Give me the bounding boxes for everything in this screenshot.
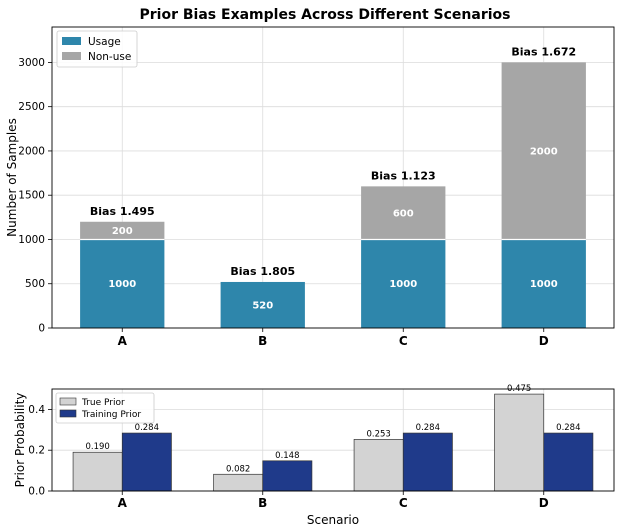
bar-value-label: 0.284 — [416, 423, 440, 433]
y-tick-label: 0.0 — [28, 486, 45, 498]
y-tick-label: 0.2 — [28, 445, 45, 457]
x-tick-label: C — [399, 334, 408, 348]
bar-value-label: 1000 — [108, 279, 136, 290]
bar-value-label: 0.190 — [85, 442, 109, 452]
chart-title: Prior Bias Examples Across Different Sce… — [140, 7, 511, 23]
y-tick-label: 0.4 — [28, 404, 45, 416]
bar-value-label: 600 — [393, 208, 414, 219]
legend: True Prior Training Prior — [55, 392, 155, 424]
bar-value-label: 520 — [252, 300, 273, 311]
x-tick-label: B — [258, 334, 267, 348]
y-tick-label: 500 — [25, 278, 45, 290]
y-tick-label: 2500 — [18, 101, 45, 113]
bias-label: Bias 1.672 — [511, 45, 576, 58]
y-tick-label: 1500 — [18, 190, 45, 202]
x-tick-label: C — [399, 496, 408, 510]
x-tick-label: B — [258, 496, 267, 510]
bar-true-prior — [213, 473, 264, 492]
y-tick-label: 0 — [38, 323, 45, 335]
x-tick-label: A — [118, 334, 128, 348]
bar-value-label: 0.082 — [226, 464, 250, 474]
legend-swatch — [62, 37, 81, 45]
bar-training-prior — [121, 432, 172, 492]
bar-training-prior — [402, 432, 453, 492]
y-axis-title: Prior Probability — [13, 393, 27, 488]
stacked-bar-chart: 0 500 1000 1500 2000 2500 3000 1000 200 Bias 1.49… — [5, 26, 615, 348]
bar-value-label: 0.253 — [366, 429, 390, 439]
bias-label: Bias 1.123 — [371, 169, 436, 182]
x-axis-title: Scenario — [307, 513, 359, 527]
bar-value-label: 2000 — [530, 146, 558, 157]
y-axis-title: Number of Samples — [5, 118, 19, 237]
y-tick-label: 2000 — [18, 145, 45, 157]
x-tick-label: A — [118, 496, 128, 510]
bar-segment-usage — [80, 239, 165, 328]
bar-segment-non-use — [361, 186, 446, 240]
bar-true-prior — [494, 393, 545, 492]
bar-segment-usage — [501, 239, 586, 328]
legend-swatch — [59, 397, 77, 406]
bar-value-label: 200 — [112, 226, 133, 237]
bar-value-label: 0.148 — [275, 451, 299, 461]
legend-label: Usage — [88, 36, 121, 48]
bar-value-label: 1000 — [389, 279, 417, 290]
grouped-bar-chart: 0.0 0.2 0.4 0.190 0.284 A 0.082 0.148 B 0.253 0.28… — [13, 384, 615, 527]
plot-frame — [51, 26, 615, 329]
bias-label: Bias 1.495 — [90, 205, 155, 218]
y-tick-label: 1000 — [18, 234, 45, 246]
bar-segment-usage — [361, 239, 446, 328]
plot-frame — [51, 388, 615, 492]
legend-label: True Prior — [81, 398, 125, 408]
bar-training-prior — [262, 460, 313, 492]
legend: Usage Non-use — [56, 30, 138, 68]
bar-value-label: 0.284 — [556, 423, 580, 433]
bar-segment-non-use — [501, 62, 586, 240]
bar-value-label: 0.284 — [135, 423, 159, 433]
bar-value-label: 1000 — [530, 279, 558, 290]
bar-true-prior — [72, 451, 123, 492]
legend-swatch — [59, 409, 77, 418]
bias-label: Bias 1.805 — [230, 265, 295, 278]
x-tick-label: D — [539, 496, 549, 510]
legend-swatch — [62, 52, 81, 60]
x-tick-label: D — [539, 334, 549, 348]
bar-segment-non-use — [80, 221, 165, 240]
bar-segment-usage — [220, 281, 305, 328]
legend-label: Training Prior — [81, 410, 141, 420]
y-tick-label: 3000 — [18, 57, 45, 69]
bar-true-prior — [353, 439, 404, 492]
bar-training-prior — [543, 432, 594, 492]
legend-label: Non-use — [88, 51, 131, 63]
legend-box — [55, 392, 155, 424]
